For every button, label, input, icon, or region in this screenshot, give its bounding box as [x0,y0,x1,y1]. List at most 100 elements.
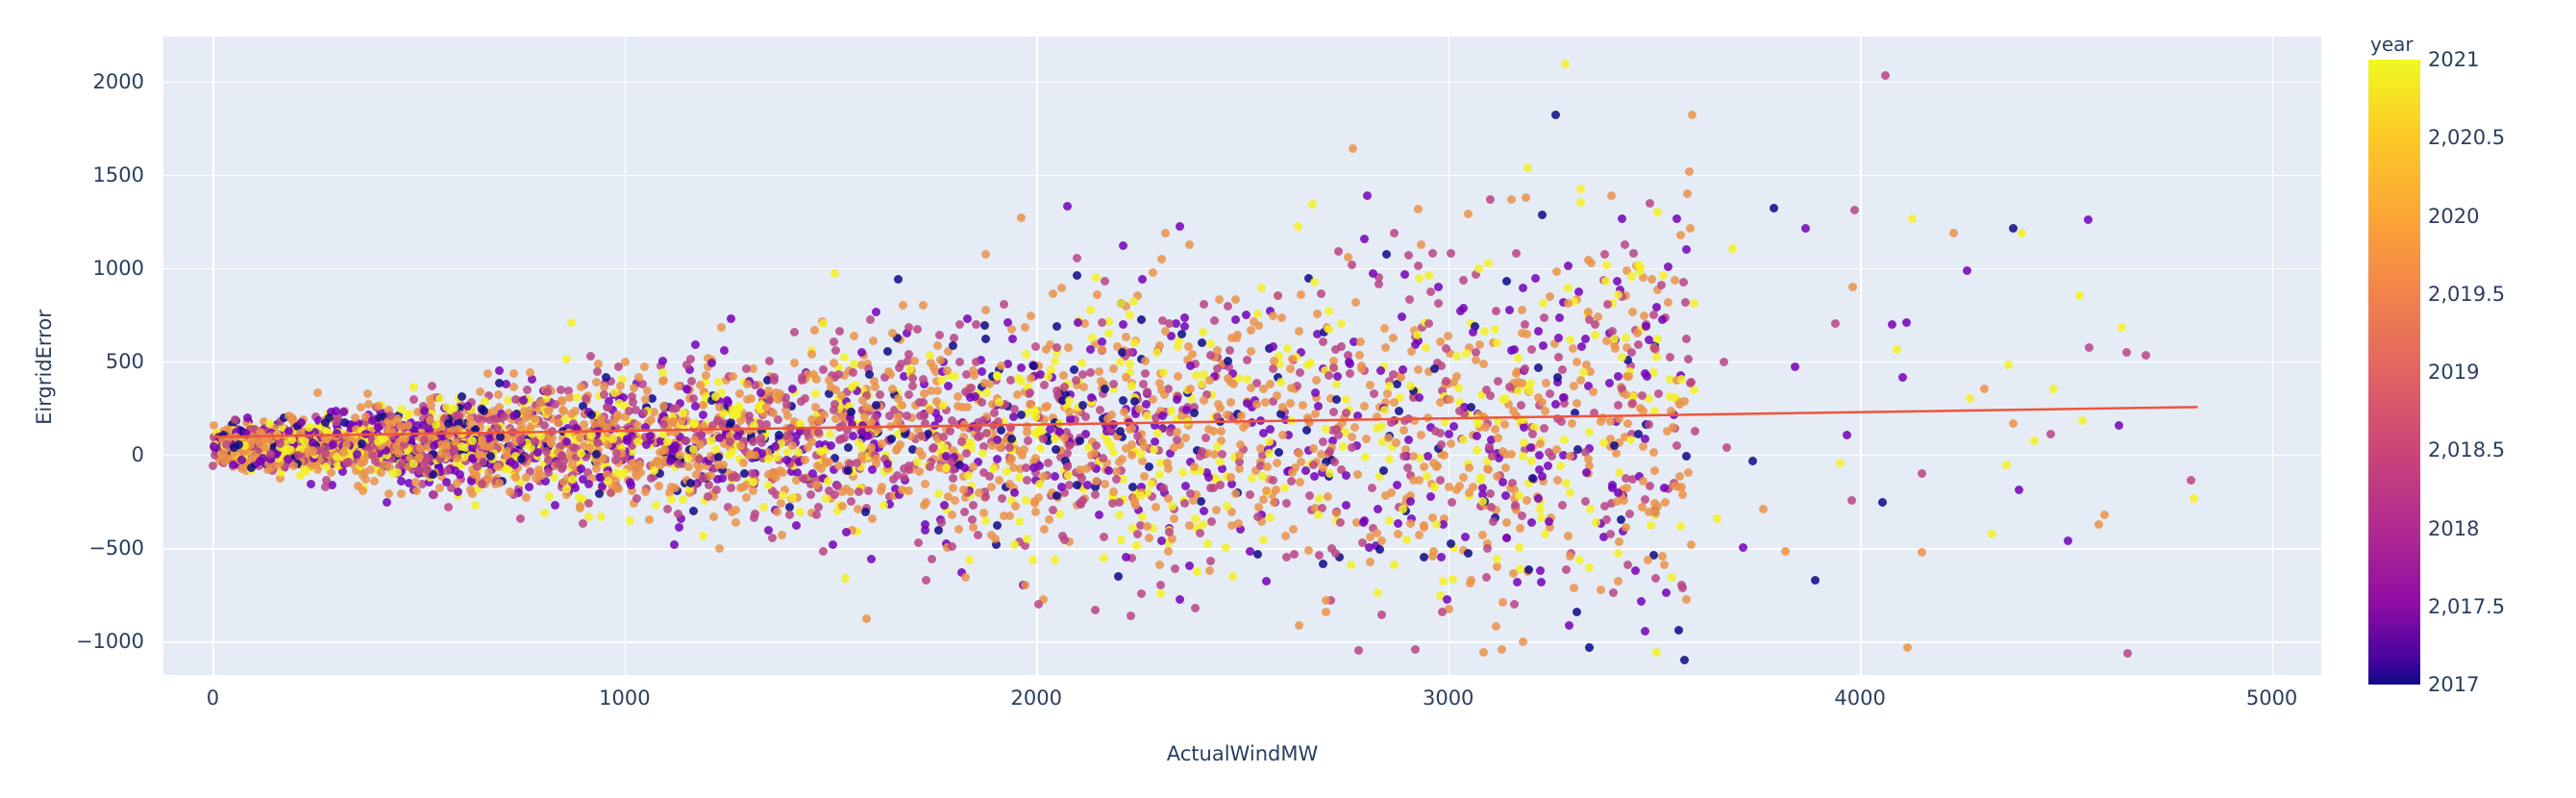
scatter-point [1507,346,1517,356]
scatter-point [1282,343,1292,353]
scatter-point [1505,305,1515,314]
scatter-point [550,500,559,510]
scatter-point [1614,401,1623,411]
scatter-point [1887,319,1896,329]
scatter-point [717,464,727,474]
scatter-point [1509,493,1519,503]
scatter-point [1257,451,1267,461]
scatter-point [1617,385,1626,394]
scatter-point [1199,519,1208,529]
scatter-point [687,453,697,462]
scatter-point [1310,471,1320,481]
scatter-point [716,388,726,398]
scatter-point [1428,546,1438,556]
scatter-point [1063,201,1073,211]
scatter-point [1322,608,1331,617]
scatter-point [1236,439,1246,449]
scatter-point [1136,588,1146,598]
scatter-point [1243,355,1252,364]
scatter-point [471,500,481,510]
scatter-point [1526,344,1536,354]
scatter-point [1234,458,1244,467]
scatter-point [1445,605,1454,614]
scatter-point [705,481,714,490]
scatter-point [714,397,724,407]
scatter-point [1472,445,1481,455]
scatter-point [574,492,583,502]
scatter-point [1282,498,1292,508]
scatter-point [979,320,989,330]
scatter-point [1439,520,1449,530]
scatter-point [1188,349,1198,359]
scatter-point [1403,436,1413,445]
scatter-point [1009,483,1019,492]
scatter-point [1403,251,1413,261]
scatter-point [475,387,484,396]
scatter-point [1290,549,1300,559]
scatter-point [578,518,587,528]
scatter-point [1259,385,1269,394]
scatter-point [1160,488,1170,498]
scatter-point [1031,342,1041,352]
scatter-point [978,468,988,478]
scatter-point [813,503,823,512]
scatter-point [1539,476,1548,486]
scatter-point [502,379,511,388]
scatter-point [1003,317,1013,327]
scatter-point [943,491,953,501]
scatter-point [527,374,536,384]
scatter-point [927,358,936,367]
scatter-point [1218,360,1227,369]
scatter-point [822,494,831,504]
scatter-point [689,393,699,403]
scatter-point [811,388,821,398]
scatter-point [1003,466,1012,476]
scatter-point [1031,475,1041,485]
scatter-point [708,511,718,521]
scatter-point [1877,497,1887,507]
scatter-point [1163,459,1173,468]
scatter-point [405,478,414,487]
scatter-point [506,440,515,450]
scatter-point [904,390,913,400]
scatter-point [699,401,708,411]
scatter-point [1165,318,1175,328]
scatter-point [1251,379,1261,388]
scatter-point [764,387,774,396]
scatter-point [1558,500,1568,510]
scatter-point [650,437,659,447]
scatter-point [1098,388,1107,398]
scatter-point [1159,390,1169,400]
scatter-point [1144,461,1153,471]
scatter-point [1185,561,1195,570]
scatter-point [968,501,978,510]
scatter-point [1319,560,1328,569]
scatter-point [684,364,694,374]
scatter-point [1092,463,1102,473]
scatter-point [1258,495,1268,505]
scatter-point [1035,444,1045,454]
scatter-point [1672,376,1682,386]
scatter-point [1554,313,1564,323]
scatter-point [1267,489,1276,499]
scatter-point [839,353,849,362]
scatter-point [1652,648,1662,658]
scatter-point [663,504,673,513]
scatter-point [1138,456,1148,465]
scatter-point [1066,389,1076,399]
scatter-point [586,351,596,361]
scatter-point [563,386,573,395]
scatter-point [740,446,750,456]
scatter-point [1908,214,1918,224]
scatter-point [1435,591,1445,601]
plot-area[interactable] [163,37,2321,675]
scatter-point [1375,472,1385,482]
scatter-point [1627,391,1637,401]
gridline-y [163,641,2321,643]
scatter-point [1236,524,1246,534]
scatter-point [434,464,444,474]
scatter-point [1275,360,1284,369]
scatter-point [1478,360,1488,369]
colorbar[interactable]: year 2021 2,020.5 2020 2,019.5 2019 2,018.5 20… [2368,33,2576,710]
